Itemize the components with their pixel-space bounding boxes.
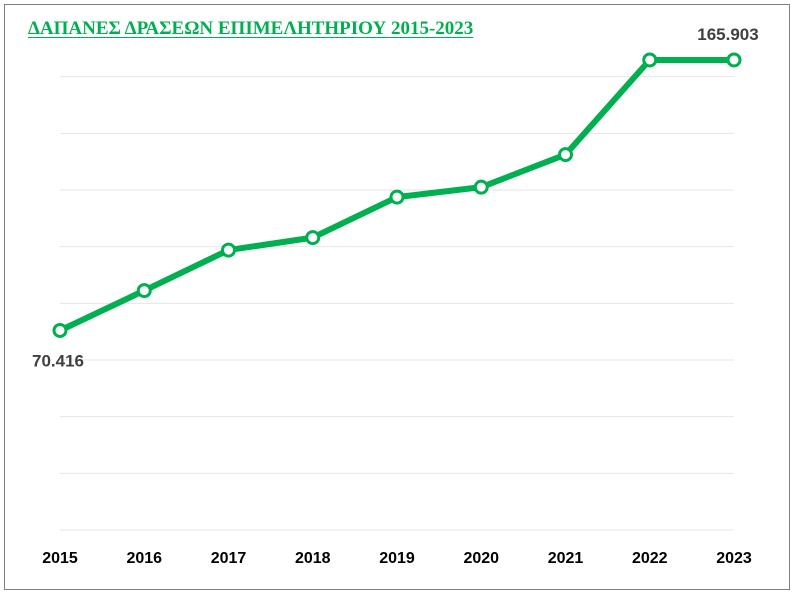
x-tick-label: 2021 [548, 550, 584, 567]
data-point [305, 230, 321, 246]
data-label: 70.416 [32, 351, 84, 370]
x-tick-label: 2023 [716, 550, 752, 567]
x-tick-label: 2018 [295, 550, 331, 567]
data-point [52, 322, 68, 338]
data-point [642, 52, 658, 68]
chart-title: ΔΑΠΑΝΕΣ ΔΡΑΣΕΩΝ ΕΠΙΜΕΛΗΤΗΡΙΟΥ 2015-2023 [28, 18, 474, 39]
series-points [52, 52, 742, 338]
x-tick-label: 2017 [211, 550, 247, 567]
data-label: 165.903 [697, 25, 758, 44]
x-tick-label: 2016 [126, 550, 162, 567]
data-point [389, 189, 405, 205]
x-tick-label: 2019 [379, 550, 415, 567]
x-tick-label: 2015 [42, 550, 78, 567]
data-labels: 70.416 165.903 [32, 25, 759, 371]
data-point [473, 179, 489, 195]
gridlines [60, 76, 734, 531]
x-tick-label: 2022 [632, 550, 668, 567]
data-point [558, 147, 573, 163]
data-point [136, 283, 152, 299]
x-tick-label: 2020 [463, 550, 499, 567]
data-point [726, 52, 742, 68]
x-axis-ticks: 2015 2016 2017 2018 2019 2020 2021 2022 2023 [42, 550, 752, 567]
data-point [221, 242, 236, 258]
